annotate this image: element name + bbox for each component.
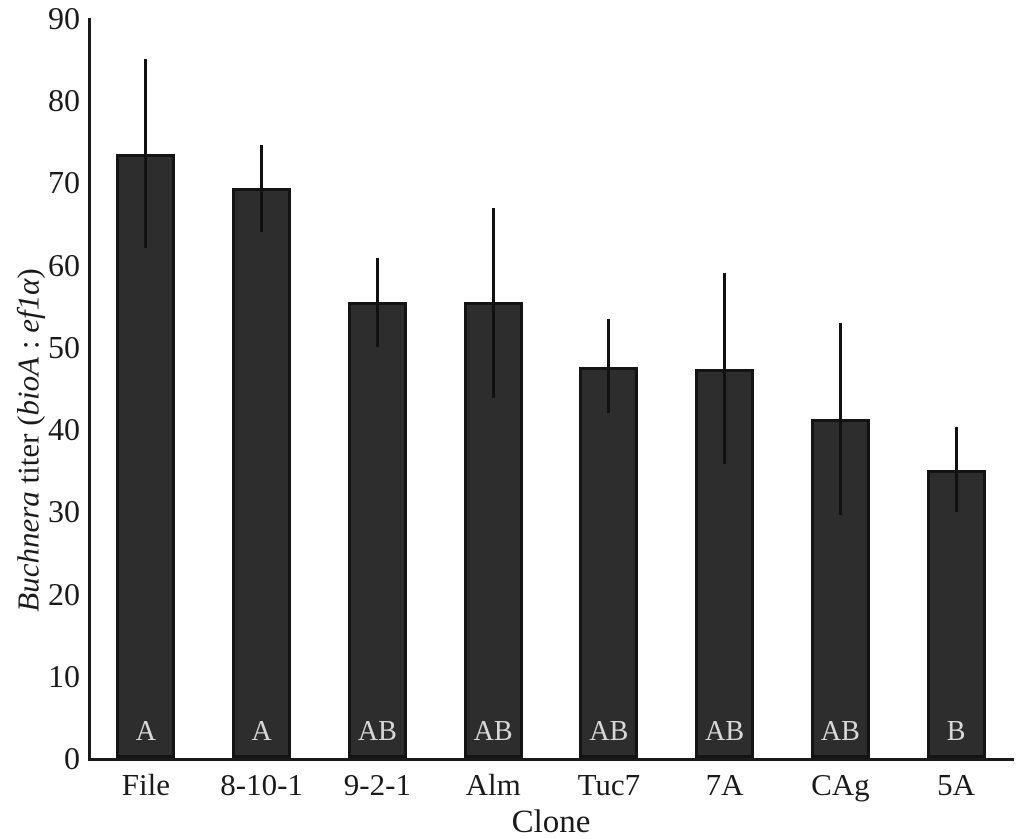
significance-letter: A — [251, 716, 272, 747]
error-bar — [375, 258, 379, 347]
bar — [926, 470, 986, 758]
bar — [347, 301, 407, 758]
x-tick-label: CAg — [811, 767, 870, 802]
x-axis-line — [88, 758, 1014, 761]
y-tick-label: 70 — [48, 164, 80, 201]
bar — [463, 302, 523, 758]
significance-letter: AB — [705, 716, 745, 747]
x-tick-label: 5A — [937, 767, 976, 802]
error-bar — [954, 426, 958, 513]
y-axis-title-segment: ef1α — [10, 278, 46, 333]
bar — [116, 153, 176, 758]
significance-letter: B — [946, 716, 966, 747]
x-tick-label: 9-2-1 — [343, 767, 411, 802]
bar — [232, 188, 292, 758]
significance-letter: AB — [473, 716, 513, 747]
error-bar — [491, 207, 495, 398]
y-axis-title-segment: bioA — [10, 356, 46, 416]
significance-letter: AB — [820, 716, 860, 747]
y-tick-label: 50 — [48, 328, 80, 365]
significance-letter: A — [135, 716, 156, 747]
y-tick-label: 90 — [48, 0, 80, 36]
y-tick-label: 30 — [48, 493, 80, 530]
y-tick-label: 20 — [48, 575, 80, 612]
error-bar — [144, 59, 148, 249]
x-tick-label: File — [121, 767, 170, 802]
y-tick-label: 0 — [64, 740, 80, 776]
significance-letter: AB — [589, 716, 629, 747]
error-bar — [260, 144, 264, 232]
x-axis-title: Clone — [511, 804, 591, 839]
x-tick-label: Alm — [465, 767, 521, 802]
y-tick-label: 40 — [48, 411, 80, 448]
y-tick-label: 60 — [48, 246, 80, 283]
error-bar — [838, 323, 842, 515]
x-tick-label: Tuc7 — [577, 767, 641, 802]
bar — [579, 366, 639, 758]
error-bar — [723, 272, 727, 464]
y-tick-label: 80 — [48, 82, 80, 119]
y-tick-label: 10 — [48, 657, 80, 694]
x-tick-label: 8-10-1 — [220, 767, 303, 802]
error-bar — [607, 318, 611, 413]
y-axis-line — [88, 18, 91, 761]
x-tick-label: 7A — [705, 767, 744, 802]
significance-letter: AB — [357, 716, 397, 747]
